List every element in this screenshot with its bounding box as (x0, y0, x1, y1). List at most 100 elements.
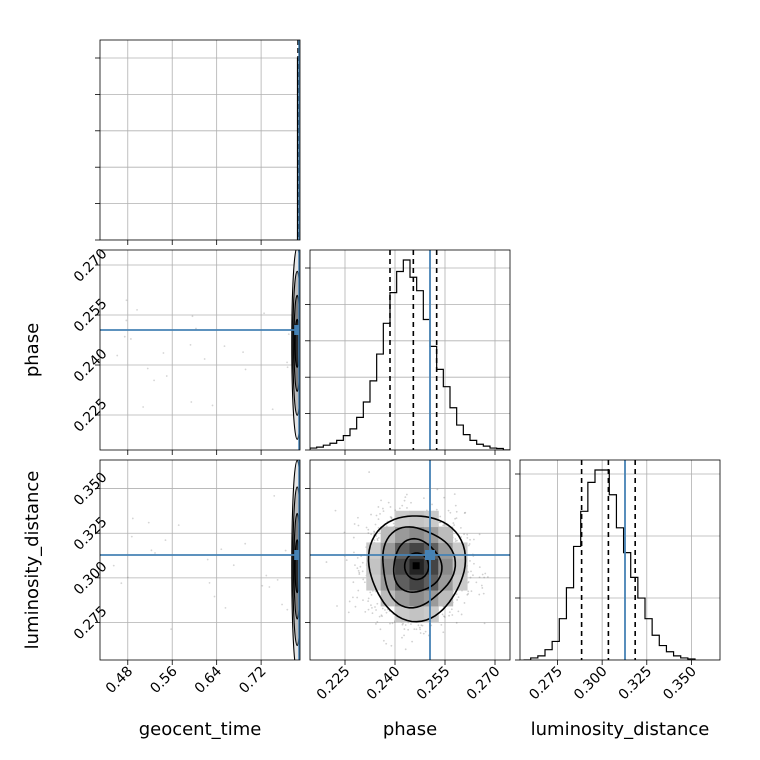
sample-point (382, 507, 384, 510)
x-axis-label-luminosity-distance: luminosity_distance (531, 719, 710, 740)
outlier-point (220, 548, 223, 551)
density-cell (380, 526, 396, 543)
panel-geocent-time-hist-content (100, 40, 300, 240)
sample-point (467, 544, 470, 547)
sample-point (345, 559, 348, 562)
density-cell (395, 605, 410, 623)
sample-point (379, 628, 382, 631)
sample-point (373, 530, 375, 533)
outlier-point (244, 368, 247, 371)
sample-point (367, 597, 370, 600)
sample-point (369, 591, 372, 594)
panel-geocent-time-vs-phase-content (100, 250, 300, 450)
outlier-point (203, 358, 206, 360)
sample-point (374, 590, 377, 593)
sample-point (384, 609, 386, 611)
sample-point (463, 602, 466, 604)
x-tick-label: 0.72 (236, 664, 269, 697)
sample-point (376, 602, 379, 605)
outlier-point (273, 494, 276, 497)
density-contour (367, 515, 467, 623)
sample-point (362, 599, 364, 602)
sample-point (374, 606, 376, 608)
sample-point (374, 523, 377, 526)
sample-point (454, 540, 457, 543)
x-tick-label: 0.255 (414, 664, 454, 704)
density-cell (409, 542, 425, 559)
sample-point (453, 524, 456, 526)
sample-point (450, 608, 453, 611)
outlier-point (125, 319, 128, 322)
sample-point (367, 608, 370, 611)
sample-point (483, 576, 486, 579)
panel-phase-vs-luminosity-distance: 0.225 0.240 0.255 0.270 (305, 459, 511, 704)
sample-point (422, 632, 425, 635)
sample-point (453, 493, 456, 496)
sample-point (401, 636, 403, 639)
sample-point (403, 628, 406, 630)
sample-point (483, 622, 486, 625)
panel-phase-hist-content (310, 250, 510, 450)
x-tick-label: 0.56 (147, 663, 180, 696)
x-axis-label-phase: phase (383, 719, 437, 740)
outlier-point (146, 367, 149, 370)
sample-point (441, 613, 444, 616)
panel-border (519, 459, 721, 661)
density-cell (409, 574, 425, 591)
sample-point (382, 510, 385, 513)
sample-point (466, 537, 469, 539)
sample-point (358, 571, 361, 574)
outlier-point (244, 542, 247, 545)
sample-point (418, 626, 421, 629)
sample-point (398, 507, 401, 510)
x-axis-label-geocent-time: geocent_time (139, 719, 262, 740)
outlier-point (120, 582, 123, 585)
density-cell (395, 590, 410, 607)
sample-point (358, 573, 361, 575)
outlier-point (164, 539, 167, 542)
sample-point (451, 614, 454, 616)
sample-point (373, 539, 376, 542)
outlier-point (130, 535, 133, 538)
outlier-point (131, 517, 134, 520)
sample-point (470, 570, 472, 573)
panel-phase-hist (305, 249, 511, 455)
sample-point (464, 511, 467, 514)
outlier-point (147, 521, 150, 524)
sample-point (457, 596, 460, 599)
density-cell (438, 526, 454, 543)
sample-point (463, 512, 466, 514)
x-tick-label: 0.225 (314, 664, 354, 704)
sample-point (370, 513, 372, 516)
outlier-point (112, 564, 115, 567)
outlier-point (195, 327, 197, 330)
panel-luminosity-distance-hist-content (520, 460, 720, 660)
sample-point (354, 605, 357, 608)
outlier-point (213, 595, 216, 598)
sample-point (443, 523, 446, 526)
sample-point (368, 471, 371, 473)
sample-point (370, 593, 373, 596)
panel-border (309, 459, 511, 661)
sample-point (447, 509, 450, 512)
sample-point (456, 539, 458, 542)
density-contour (392, 537, 443, 594)
sample-point (473, 562, 475, 565)
sample-point (456, 599, 459, 601)
sample-point (381, 615, 383, 618)
sample-point (419, 628, 422, 631)
outlier-point (125, 299, 128, 302)
sample-point (466, 593, 469, 596)
sample-point (417, 624, 420, 627)
sample-point (470, 590, 473, 593)
outlier-point (268, 586, 271, 588)
panel-geocent-time-hist (95, 39, 301, 245)
sample-point (457, 610, 460, 613)
sample-point (478, 533, 481, 536)
sample-point (373, 531, 376, 534)
truth-marker (425, 550, 435, 560)
y-tick-label: 0.275 (71, 603, 111, 643)
sample-point (455, 510, 458, 513)
sample-point (472, 574, 474, 577)
